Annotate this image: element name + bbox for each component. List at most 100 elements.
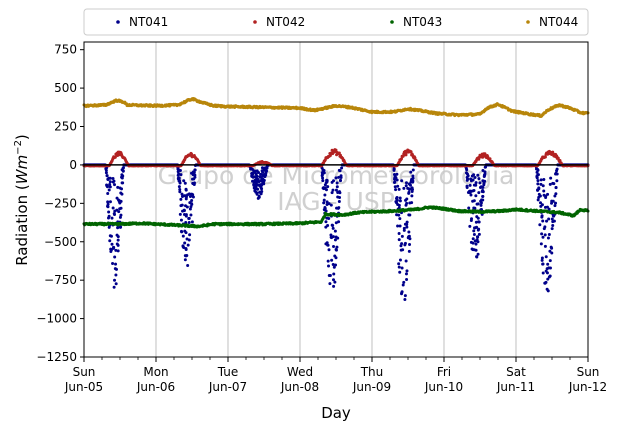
data-point-nt041 xyxy=(404,198,408,202)
data-point-nt041 xyxy=(116,238,120,242)
data-point-nt041 xyxy=(408,237,412,241)
x-tick-label-date: Jun-12 xyxy=(568,380,607,394)
data-point-nt041 xyxy=(118,186,122,190)
x-tick-label-day: Tue xyxy=(217,365,239,379)
data-point-nt041 xyxy=(476,240,480,244)
data-point-nt041 xyxy=(405,278,409,282)
data-point-nt041 xyxy=(115,208,119,212)
data-point-nt041 xyxy=(321,179,325,183)
data-point-nt041 xyxy=(331,226,335,230)
data-point-nt041 xyxy=(476,228,480,232)
data-point-nt041 xyxy=(480,185,484,189)
data-point-nt041 xyxy=(184,220,188,224)
data-point-nt041 xyxy=(541,235,545,239)
data-point-nt041 xyxy=(404,184,408,188)
data-point-nt041 xyxy=(178,181,182,185)
data-point-nt041 xyxy=(468,191,472,195)
data-point-nt041 xyxy=(403,241,407,245)
data-point-nt041 xyxy=(538,201,542,205)
data-point-nt041 xyxy=(471,237,475,241)
data-point-nt041 xyxy=(546,262,550,266)
legend-marker xyxy=(390,20,394,24)
data-point-nt041 xyxy=(337,220,341,224)
data-point-nt041 xyxy=(259,192,263,196)
data-point-nt041 xyxy=(328,282,332,286)
data-point-nt041 xyxy=(258,184,262,188)
data-point-nt042 xyxy=(543,155,547,159)
data-point-nt041 xyxy=(540,232,544,236)
x-tick-label-date: Jun-08 xyxy=(280,380,319,394)
data-point-nt041 xyxy=(395,201,399,205)
data-point-nt041 xyxy=(547,217,551,221)
data-point-nt041 xyxy=(324,220,328,224)
data-point-nt041 xyxy=(179,197,183,201)
data-point-nt041 xyxy=(178,190,182,194)
data-point-nt041 xyxy=(471,248,475,252)
data-point-nt041 xyxy=(405,225,409,229)
data-point-nt041 xyxy=(331,263,335,267)
data-point-nt041 xyxy=(120,173,124,177)
data-point-nt041 xyxy=(404,272,408,276)
data-point-nt041 xyxy=(548,259,552,263)
data-point-nt041 xyxy=(108,239,112,243)
data-point-nt041 xyxy=(404,181,408,185)
data-point-nt041 xyxy=(535,175,539,179)
data-point-nt041 xyxy=(468,224,472,228)
data-point-nt041 xyxy=(407,234,411,238)
data-point-nt041 xyxy=(474,181,478,185)
y-tick-label: −250 xyxy=(44,196,77,210)
data-point-nt041 xyxy=(550,201,554,205)
data-point-nt041 xyxy=(332,272,336,276)
data-point-nt041 xyxy=(255,191,259,195)
data-point-nt041 xyxy=(397,206,401,210)
data-point-nt041 xyxy=(179,204,183,208)
x-tick-label-day: Fri xyxy=(437,365,451,379)
data-point-nt041 xyxy=(395,196,399,200)
data-point-nt041 xyxy=(547,207,551,211)
data-point-nt041 xyxy=(327,248,331,252)
data-point-nt041 xyxy=(329,203,333,207)
data-point-nt041 xyxy=(481,189,485,193)
data-point-nt041 xyxy=(405,269,409,273)
legend-marker xyxy=(253,20,257,24)
data-point-nt041 xyxy=(119,191,123,195)
data-point-nt041 xyxy=(106,200,110,204)
data-point-nt041 xyxy=(541,271,545,275)
data-point-nt041 xyxy=(120,168,124,172)
x-tick-label-date: Jun-06 xyxy=(136,380,175,394)
data-point-nt041 xyxy=(473,175,477,179)
data-point-nt041 xyxy=(402,228,406,232)
data-point-nt041 xyxy=(547,233,551,236)
data-point-nt041 xyxy=(112,245,115,249)
data-point-nt041 xyxy=(393,176,397,180)
data-point-nt041 xyxy=(334,263,338,267)
data-point-nt041 xyxy=(553,204,557,208)
data-point-nt041 xyxy=(331,188,335,192)
data-point-nt041 xyxy=(465,178,469,182)
data-point-nt041 xyxy=(474,242,478,246)
y-tick-label: −500 xyxy=(44,235,77,249)
data-point-nt041 xyxy=(178,188,182,192)
data-point-nt041 xyxy=(400,179,404,183)
data-point-nt041 xyxy=(116,185,120,189)
data-point-nt041 xyxy=(179,173,183,177)
data-point-nt041 xyxy=(403,294,407,298)
data-point-nt041 xyxy=(540,215,544,219)
x-tick-label-day: Sat xyxy=(506,365,526,379)
data-point-nt041 xyxy=(121,181,125,185)
data-point-nt041 xyxy=(107,216,110,220)
x-tick-label-day: Wed xyxy=(287,365,313,379)
data-point-nt041 xyxy=(400,234,404,238)
data-point-nt041 xyxy=(115,242,119,246)
data-point-nt041 xyxy=(542,178,546,182)
data-point-nt041 xyxy=(255,178,259,182)
data-point-nt041 xyxy=(188,233,192,237)
grid-layer xyxy=(155,42,517,357)
data-point-nt041 xyxy=(111,206,115,210)
data-point-nt041 xyxy=(465,186,469,190)
data-point-nt041 xyxy=(334,176,338,180)
data-point-nt041 xyxy=(397,265,401,269)
data-point-nt041 xyxy=(327,202,331,206)
data-point-nt041 xyxy=(183,194,187,198)
data-point-nt041 xyxy=(187,238,191,242)
